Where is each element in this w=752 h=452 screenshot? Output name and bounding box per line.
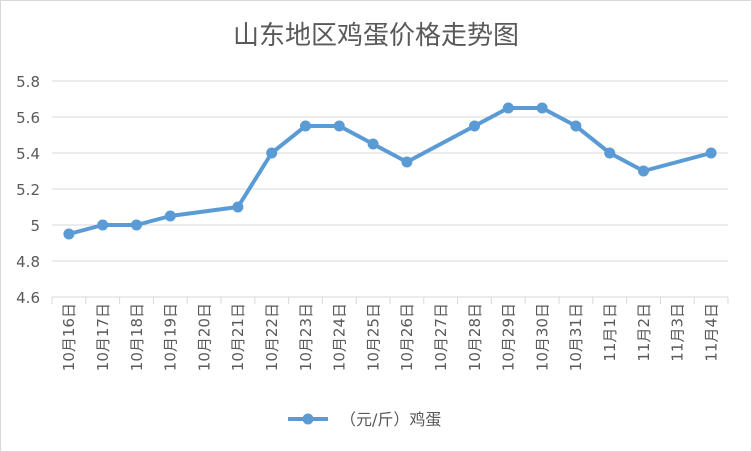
x-tick-label: 11月4日 xyxy=(702,303,720,362)
y-tick-label: 5.4 xyxy=(16,145,40,163)
data-point xyxy=(63,228,75,240)
gridlines xyxy=(52,80,728,298)
x-tick-label: 10月29日 xyxy=(500,303,518,371)
x-tick-label: 10月23日 xyxy=(297,303,315,371)
data-point xyxy=(131,219,142,231)
x-tick-label: 10月24日 xyxy=(331,303,349,371)
y-tick-label: 4.6 xyxy=(16,289,40,307)
data-point xyxy=(266,147,278,159)
y-tick-label: 5.6 xyxy=(16,109,40,127)
x-tick-label: 11月3日 xyxy=(669,303,687,362)
y-tick-label: 5.2 xyxy=(16,181,40,199)
x-tick-label: 11月2日 xyxy=(635,303,653,362)
y-axis-ticks: 4.6 4.8 5 5.2 5.4 5.6 5.8 xyxy=(16,73,40,307)
x-tick-label: 10月26日 xyxy=(398,303,416,371)
data-point xyxy=(97,219,109,231)
x-tick-label: 10月22日 xyxy=(263,303,281,371)
data-point xyxy=(705,147,717,159)
legend: （元/斤）鸡蛋 xyxy=(288,410,441,429)
data-point xyxy=(604,147,616,159)
data-point xyxy=(536,102,548,114)
x-tick-label: 10月31日 xyxy=(567,303,585,371)
legend-label: （元/斤）鸡蛋 xyxy=(340,410,441,429)
x-tick-label: 10月27日 xyxy=(432,303,450,371)
data-point xyxy=(502,102,514,114)
x-axis: 10月16日 10月17日 10月18日 10月19日 10月20日 10月21日 10月2… xyxy=(51,297,729,371)
x-tick-label: 10月18日 xyxy=(128,303,146,371)
data-point xyxy=(333,120,345,132)
legend-marker-swatch xyxy=(302,413,314,425)
x-tick-label: 10月16日 xyxy=(60,303,78,371)
data-point xyxy=(300,120,311,132)
data-point xyxy=(638,165,649,177)
data-point xyxy=(367,138,379,150)
data-point xyxy=(232,201,244,213)
y-tick-label: 5 xyxy=(30,217,40,235)
y-tick-label: 5.8 xyxy=(16,73,40,91)
x-tick-label: 10月25日 xyxy=(364,303,382,371)
x-tick-label: 10月21日 xyxy=(229,303,247,371)
x-tick-label: 10月17日 xyxy=(94,303,112,371)
x-tick-label: 10月19日 xyxy=(162,303,180,371)
x-tick-label: 10月20日 xyxy=(195,303,213,371)
series-group xyxy=(63,102,717,240)
data-point xyxy=(570,120,582,132)
data-point xyxy=(401,156,413,168)
data-point xyxy=(469,120,480,132)
chart-title: 山东地区鸡蛋价格走势图 xyxy=(233,21,519,51)
x-tick-label: 10月28日 xyxy=(466,303,484,371)
x-tick-label: 11月1日 xyxy=(601,303,619,362)
x-tick-label: 10月30日 xyxy=(533,303,551,371)
y-tick-label: 4.8 xyxy=(16,253,40,271)
data-point xyxy=(164,210,176,222)
